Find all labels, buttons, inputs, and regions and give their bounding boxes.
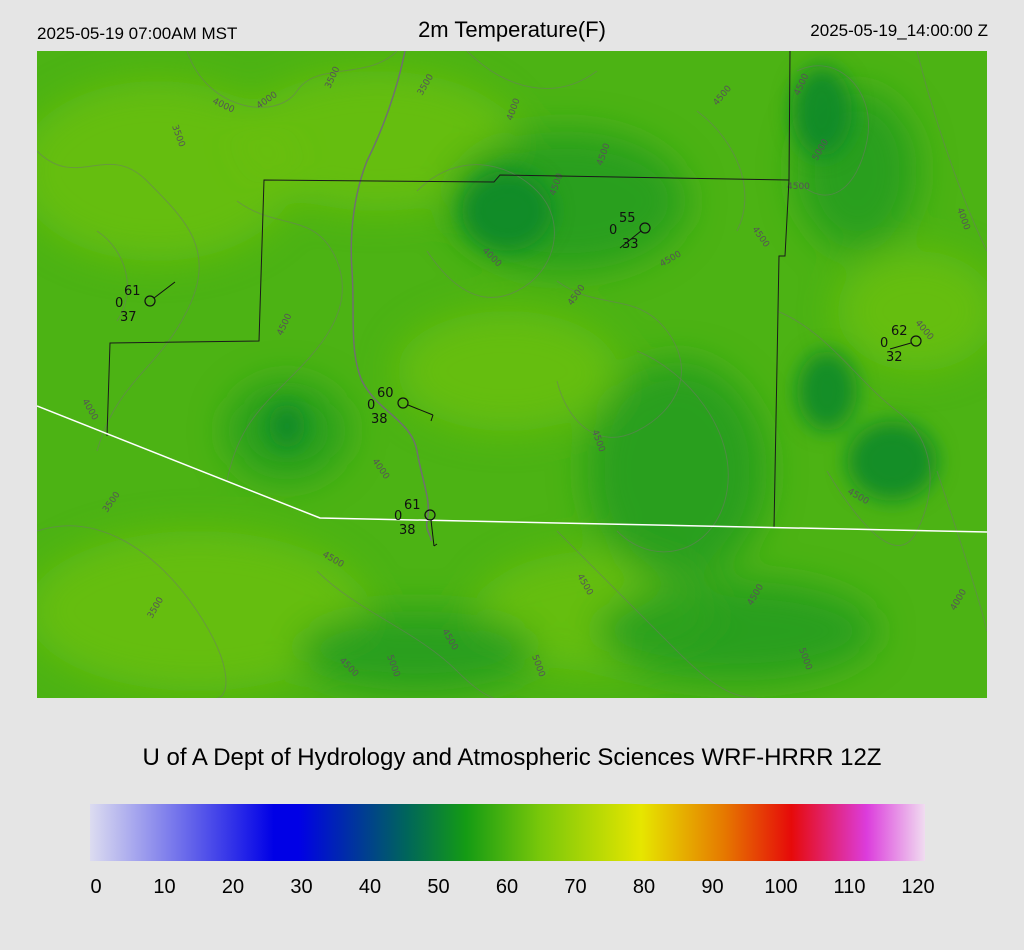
utc-time-label: 2025-05-19_14:00:00 Z xyxy=(810,21,988,40)
station-plot: 60 0 38 xyxy=(367,386,434,427)
colorbar-tick: 10 xyxy=(153,876,176,898)
colorbar-tick-labels: 0 10 20 30 40 50 60 70 80 90 100 110 120 xyxy=(0,876,1024,902)
station-cloud-cover: 0 xyxy=(394,509,402,524)
colorbar-tick: 0 xyxy=(90,876,102,898)
colorbar-tick: 40 xyxy=(358,876,382,898)
header: 2025-05-19 07:00AM MST 2m Temperature(F)… xyxy=(0,0,1024,50)
elevation-contours xyxy=(37,51,987,698)
station-cloud-cover: 0 xyxy=(115,296,123,311)
station-dewpoint: 37 xyxy=(120,310,137,325)
station-temperature: 62 xyxy=(891,324,908,339)
colorbar-tick: 100 xyxy=(764,876,798,898)
station-plot: 55 0 33 xyxy=(609,211,651,252)
station-plot: 61 0 38 xyxy=(394,498,438,547)
colorbar-tick: 30 xyxy=(290,876,313,898)
colorbar-tick: 50 xyxy=(427,876,450,898)
colorbar-tick: 110 xyxy=(833,876,866,898)
colorbar-tick: 20 xyxy=(221,876,245,898)
temperature-colorbar xyxy=(90,804,925,861)
station-temperature: 60 xyxy=(377,386,394,401)
station-cloud-cover: 0 xyxy=(880,336,888,351)
county-borders xyxy=(106,51,791,529)
station-plots: 61 0 37 55 0 33 62 0 32 xyxy=(115,211,922,547)
station-temperature: 61 xyxy=(124,284,141,299)
local-time-label: 2025-05-19 07:00AM MST xyxy=(37,24,238,43)
colorbar-tick: 90 xyxy=(701,876,724,898)
colorbar-tick: 120 xyxy=(901,876,935,898)
station-dewpoint: 33 xyxy=(622,237,639,252)
temperature-map: 3500 4000 4000 3500 3500 4000 4500 4500 … xyxy=(37,51,987,698)
state-boundary xyxy=(37,405,987,533)
station-temperature: 55 xyxy=(619,211,636,226)
credit-line: U of A Dept of Hydrology and Atmospheric… xyxy=(142,744,882,771)
cold-spots xyxy=(269,66,937,501)
station-temperature: 61 xyxy=(404,498,421,513)
station-dewpoint: 32 xyxy=(886,350,903,365)
station-cloud-cover: 0 xyxy=(367,398,375,413)
station-plot: 62 0 32 xyxy=(880,324,922,365)
contour-label: 4500 xyxy=(787,182,810,192)
colorbar-tick: 80 xyxy=(632,876,656,898)
station-cloud-cover: 0 xyxy=(609,223,617,238)
station-plot: 61 0 37 xyxy=(115,281,176,325)
colorbar-tick: 70 xyxy=(564,876,587,898)
map-title: 2m Temperature(F) xyxy=(418,17,606,42)
river xyxy=(350,51,432,542)
station-dewpoint: 38 xyxy=(371,412,388,427)
station-dewpoint: 38 xyxy=(399,523,416,538)
colorbar-tick: 60 xyxy=(495,876,519,898)
